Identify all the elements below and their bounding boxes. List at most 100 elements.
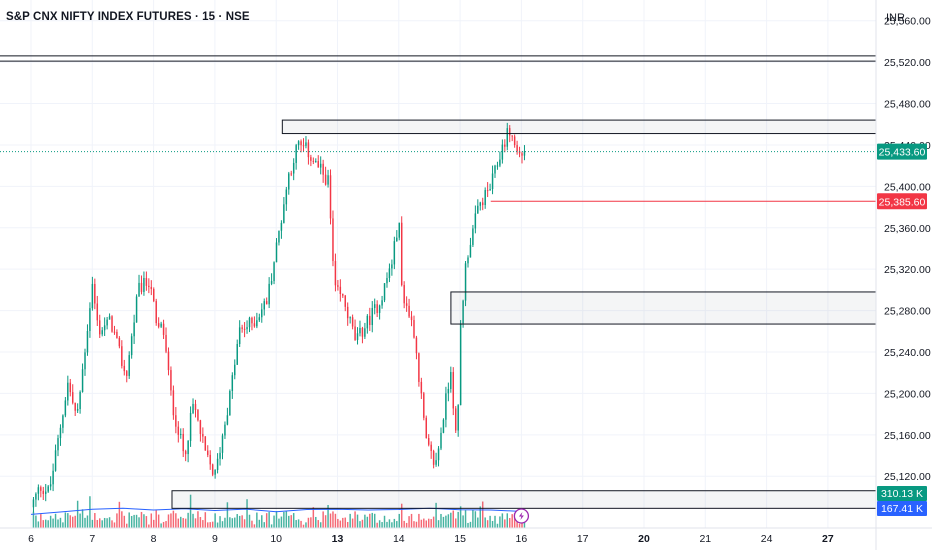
volume-bar [440,513,442,528]
volume-bar [49,515,52,528]
symbol-title[interactable]: S&P CNX NIFTY INDEX FUTURES · 15 · NSE [6,11,250,23]
candle-body [415,337,418,354]
candle-body [167,351,170,371]
volume-bar [378,520,381,528]
volume-bar [518,523,521,528]
candle-body [305,142,307,146]
volume-badge-label: 167.41 K [881,503,923,515]
volume-bar [35,515,37,528]
zone-box [171,490,877,509]
candle-body [197,409,199,421]
volume-bar [430,519,432,528]
y-tick-label: 25,560.00 [884,16,931,28]
volume-bar [113,522,116,528]
volume-bar [263,522,265,528]
volume-bar [246,499,248,528]
volume-bar [371,512,373,528]
volume-bar [275,511,278,528]
volume-bar [285,511,288,528]
volume-bar [508,518,511,528]
volume-bar [180,516,182,528]
volume-bar [221,521,224,528]
candle-body [408,305,410,317]
volume-bar [187,512,189,528]
candle-body [49,484,52,487]
volume-bar [349,513,351,528]
x-tick-label: 7 [89,533,95,545]
volume-bar [44,519,47,528]
candle-body [327,175,329,185]
volume-bar [496,523,499,528]
volume-bar [307,517,310,528]
candle-body [288,173,290,190]
candle-body [371,308,373,326]
candle-body [312,160,315,162]
candle-body [59,427,62,439]
volume-bar [37,521,40,528]
volume-bar [332,511,334,528]
candle-body [251,317,253,324]
x-tick-label: 15 [454,533,466,545]
volume-bar [405,522,408,528]
y-tick-label: 25,160.00 [884,430,931,442]
candle-body [111,316,113,332]
candle-body [202,433,204,437]
candle-body [101,330,103,335]
candle-body [361,327,364,337]
candle-body [302,145,305,147]
volume-bar [99,518,101,528]
candle-body [364,328,366,337]
candle-body [459,323,462,406]
candle-body [351,317,354,327]
candle-body [265,301,268,305]
volume-bar [150,513,153,528]
candle-body [270,281,273,284]
candle-body [261,309,263,318]
volume-bar [165,521,167,528]
candle-body [317,161,319,168]
candle-body [366,315,369,329]
candle-body [423,393,425,418]
volume-bar [322,511,324,528]
volume-bar [209,522,211,528]
volume-bar [135,514,138,528]
candle-body [506,128,509,147]
volume-bar [236,514,238,528]
candle-body [346,306,349,319]
candle-body [221,435,224,453]
volume-bar [224,517,226,528]
volume-bar [283,511,285,528]
candle-body [440,432,442,449]
volume-bar [251,520,253,528]
candle-body [165,334,167,352]
y-tick-label: 25,280.00 [884,306,931,318]
candle-body [108,316,111,320]
candle-body [430,444,432,451]
volume-bar [52,518,54,528]
candle-body [523,151,526,156]
volume-bar [479,506,482,528]
volume-bar [106,518,108,528]
volume-bar [71,516,74,528]
volume-bar [315,516,317,528]
candle-body [192,403,194,413]
candle-body [403,285,405,304]
candle-body [391,264,393,269]
volume-bar [89,496,91,528]
x-tick-label: 8 [151,533,157,545]
volume-bar [81,509,84,528]
candle-body [452,372,455,409]
candle-body [219,452,221,459]
candle-body [425,417,427,439]
volume-bar [342,517,344,528]
candle-body [445,393,447,420]
volume-bar [501,513,504,528]
candle-body [121,346,123,366]
candle-body [248,317,251,328]
x-tick-label: 9 [212,533,218,545]
candle-body [447,388,450,394]
x-tick-label: 27 [822,533,834,545]
candle-body [243,328,246,330]
candle-body [290,173,292,175]
